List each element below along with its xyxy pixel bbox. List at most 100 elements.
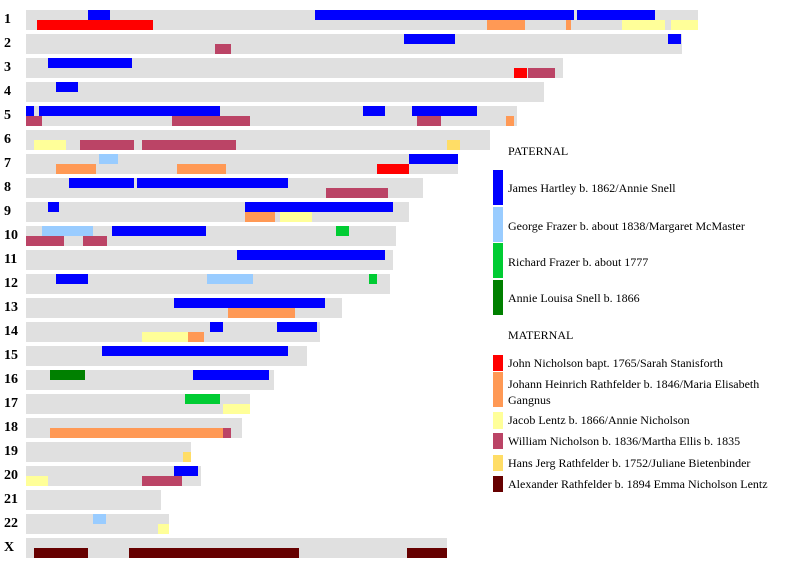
segment-maternal[interactable] bbox=[407, 548, 447, 558]
segment-maternal[interactable] bbox=[26, 236, 64, 246]
segment-maternal[interactable] bbox=[50, 428, 223, 438]
segment-paternal[interactable] bbox=[174, 298, 325, 308]
legend-label: William Nicholson b. 1836/Martha Ellis b… bbox=[508, 434, 741, 448]
segment-maternal[interactable] bbox=[228, 308, 295, 318]
legend-label: Johann Heinrich Rathfelder b. 1846/Maria… bbox=[508, 377, 760, 407]
segment-paternal[interactable] bbox=[404, 34, 455, 44]
segment-paternal[interactable] bbox=[56, 274, 88, 284]
segment-paternal[interactable] bbox=[412, 106, 477, 116]
segment-maternal[interactable] bbox=[487, 20, 525, 30]
segment-maternal[interactable] bbox=[80, 140, 134, 150]
chromosome-label: 2 bbox=[4, 36, 11, 51]
segment-paternal[interactable] bbox=[369, 274, 377, 284]
segment-paternal[interactable] bbox=[56, 82, 78, 92]
segment-maternal[interactable] bbox=[528, 68, 555, 78]
segment-maternal[interactable] bbox=[34, 548, 88, 558]
segment-paternal[interactable] bbox=[237, 250, 385, 260]
segment-maternal[interactable] bbox=[417, 116, 441, 126]
segment-maternal[interactable] bbox=[37, 20, 153, 30]
segment-maternal[interactable] bbox=[172, 116, 250, 126]
segment-paternal[interactable] bbox=[193, 370, 269, 380]
segment-paternal[interactable] bbox=[185, 394, 220, 404]
segment-maternal[interactable] bbox=[223, 428, 231, 438]
segment-maternal[interactable] bbox=[158, 524, 169, 534]
chromosome-label: 11 bbox=[4, 252, 18, 267]
segment-maternal[interactable] bbox=[506, 116, 514, 126]
segment-maternal[interactable] bbox=[566, 20, 571, 30]
chromosome-label: 12 bbox=[4, 276, 18, 291]
segment-paternal[interactable] bbox=[363, 106, 385, 116]
segment-maternal[interactable] bbox=[514, 68, 527, 78]
segment-maternal[interactable] bbox=[183, 452, 191, 462]
segment-maternal[interactable] bbox=[142, 140, 236, 150]
segment-paternal[interactable] bbox=[409, 154, 458, 164]
segment-maternal[interactable] bbox=[56, 164, 96, 174]
segment-maternal[interactable] bbox=[326, 188, 388, 198]
segment-paternal[interactable] bbox=[48, 58, 132, 68]
segment-paternal[interactable] bbox=[39, 106, 220, 116]
segment-paternal[interactable] bbox=[112, 226, 206, 236]
chromosome-label: 5 bbox=[4, 108, 11, 123]
segment-paternal[interactable] bbox=[69, 178, 134, 188]
segment-maternal[interactable] bbox=[245, 212, 275, 222]
segment-paternal[interactable] bbox=[88, 10, 110, 20]
chromosome-label: 3 bbox=[4, 60, 11, 75]
segment-maternal[interactable] bbox=[177, 164, 226, 174]
segment-paternal[interactable] bbox=[93, 514, 106, 524]
chromosome-label: 18 bbox=[4, 420, 18, 435]
legend-header-maternal: MATERNAL bbox=[508, 328, 574, 342]
segment-paternal[interactable] bbox=[336, 226, 349, 236]
segment-maternal[interactable] bbox=[671, 20, 698, 30]
segment-paternal[interactable] bbox=[668, 34, 681, 44]
segment-paternal[interactable] bbox=[207, 274, 253, 284]
segment-maternal[interactable] bbox=[83, 236, 107, 246]
legend-swatch bbox=[493, 433, 503, 449]
legend-swatch bbox=[493, 170, 503, 205]
legend-label: George Frazer b. about 1838/Margaret McM… bbox=[508, 219, 745, 233]
segment-maternal[interactable] bbox=[26, 476, 48, 486]
segment-maternal[interactable] bbox=[142, 476, 182, 486]
segment-maternal[interactable] bbox=[34, 140, 66, 150]
segment-maternal[interactable] bbox=[280, 212, 312, 222]
segment-maternal[interactable] bbox=[215, 44, 231, 54]
segment-maternal[interactable] bbox=[188, 332, 204, 342]
segment-paternal[interactable] bbox=[210, 322, 223, 332]
segment-paternal[interactable] bbox=[277, 322, 317, 332]
segment-paternal[interactable] bbox=[102, 346, 288, 356]
segment-paternal[interactable] bbox=[174, 466, 198, 476]
segment-maternal[interactable] bbox=[129, 548, 299, 558]
legend-swatch bbox=[493, 412, 503, 429]
chromosome-label: 15 bbox=[4, 348, 18, 363]
segment-maternal[interactable] bbox=[142, 332, 188, 342]
segment-paternal[interactable] bbox=[42, 226, 93, 236]
legend-swatch bbox=[493, 207, 503, 242]
segment-maternal[interactable] bbox=[377, 164, 409, 174]
chromosome-bar-2 bbox=[26, 34, 682, 54]
legend-label: Alexander Rathfelder b. 1894 Emma Nichol… bbox=[508, 477, 768, 491]
segment-paternal[interactable] bbox=[245, 202, 393, 212]
segment-maternal[interactable] bbox=[223, 404, 250, 414]
legend-swatch bbox=[493, 243, 503, 278]
chromosome-label: 1 bbox=[4, 12, 11, 27]
chromosome-bar-3 bbox=[26, 58, 563, 78]
segment-maternal[interactable] bbox=[26, 116, 42, 126]
segment-maternal[interactable] bbox=[447, 140, 460, 150]
chromosome-bar-21 bbox=[26, 490, 161, 510]
chromosome-label: 9 bbox=[4, 204, 11, 219]
segment-paternal[interactable] bbox=[26, 106, 34, 116]
legend-label: John Nicholson bapt. 1765/Sarah Stanisfo… bbox=[508, 356, 723, 370]
segment-maternal[interactable] bbox=[622, 20, 665, 30]
segment-paternal[interactable] bbox=[315, 10, 574, 20]
chromosome-label: 16 bbox=[4, 372, 18, 387]
segment-paternal[interactable] bbox=[50, 370, 85, 380]
segment-paternal[interactable] bbox=[137, 178, 288, 188]
segment-paternal[interactable] bbox=[99, 154, 118, 164]
chromosome-label: 22 bbox=[4, 516, 18, 531]
chromosome-label: 17 bbox=[4, 396, 18, 411]
legend-label: James Hartley b. 1862/Annie Snell bbox=[508, 181, 676, 195]
segment-paternal[interactable] bbox=[48, 202, 59, 212]
chromosome-label: 10 bbox=[4, 228, 18, 243]
chromosome-label: 20 bbox=[4, 468, 18, 483]
segment-paternal[interactable] bbox=[577, 10, 655, 20]
